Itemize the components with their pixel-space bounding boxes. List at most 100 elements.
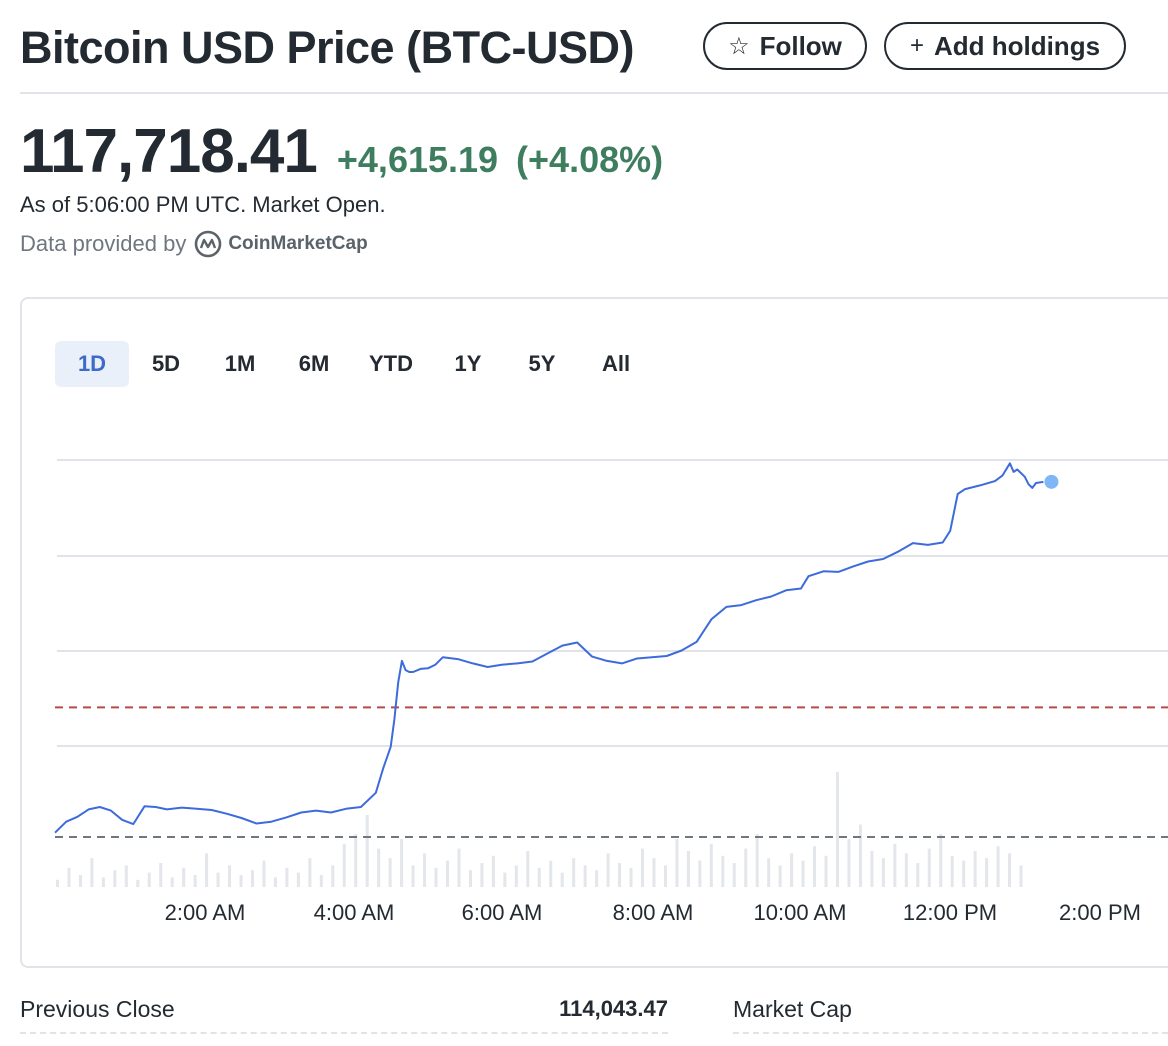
range-tab-1y[interactable]: 1Y (454, 351, 482, 376)
quote-header: Bitcoin USD Price (BTC-USD) ☆ Follow + A… (20, 18, 1168, 78)
volume-bar (778, 865, 782, 887)
volume-bar (790, 853, 794, 887)
price-row: 117,718.41 +4,615.19 (+4.08%) (20, 116, 663, 187)
volume-bar (744, 848, 748, 887)
volume-bar (686, 851, 690, 887)
volume-bar (193, 875, 197, 887)
volume-bar (549, 860, 553, 887)
plus-icon: + (909, 32, 924, 59)
coinmarketcap-logo[interactable]: CoinMarketCap (194, 230, 368, 258)
volume-bar (78, 875, 82, 887)
volume-bar (801, 860, 805, 887)
market-cap-label: Market Cap (733, 996, 852, 1022)
volume-bar (251, 870, 254, 887)
volume-bar (273, 877, 277, 887)
volume-bar (262, 860, 266, 887)
coinmarketcap-icon (195, 230, 222, 258)
volume-bar (423, 853, 427, 887)
volume-bar (996, 846, 1000, 887)
volume-bar (652, 858, 656, 887)
volume-bar (434, 867, 438, 887)
x-tick-label: 2:00 PM (1059, 900, 1141, 925)
range-tab-5y[interactable]: 5Y (528, 351, 556, 376)
x-tick-label: 12:00 PM (903, 900, 997, 925)
x-tick-label: 8:00 AM (613, 900, 694, 925)
volume-bar (583, 865, 587, 887)
volume-bar (331, 865, 335, 887)
volume-bar (159, 863, 163, 887)
volume-bar (101, 877, 105, 887)
volume-bar (457, 848, 461, 887)
volume-bar (641, 848, 644, 887)
add-holdings-button[interactable]: + Add holdings (884, 22, 1126, 70)
data-provider: Data provided by CoinMarketCap (20, 230, 368, 258)
volume-bar (468, 870, 472, 887)
star-icon: ☆ (728, 32, 750, 60)
chart-card: 1D 5D 1M 6M YTD 1Y 5Y All (20, 297, 1168, 968)
volume-bar (916, 863, 920, 887)
volume-bar (813, 846, 817, 887)
follow-label: Follow (759, 30, 842, 61)
volume-bar (67, 867, 71, 887)
market-timestamp: As of 5:06:00 PM UTC. Market Open. (20, 192, 386, 217)
volume-bar (939, 834, 943, 887)
volume-bar (319, 875, 323, 887)
volume-bar (962, 860, 966, 887)
range-tab-5d[interactable]: 5D (151, 351, 181, 376)
volume-bar (56, 879, 59, 887)
volume-bar (950, 855, 954, 887)
volume-bar (1008, 853, 1012, 887)
volume-bar (675, 839, 679, 887)
provider-name: CoinMarketCap (228, 233, 368, 254)
volume-bar (858, 824, 862, 887)
volume-bar (709, 843, 713, 887)
volume-bar (985, 858, 989, 887)
volume-bar (285, 867, 289, 887)
volume-bar (698, 860, 702, 887)
volume-bar (446, 860, 449, 887)
volume-bar (721, 855, 725, 887)
provider-prefix: Data provided by (20, 231, 187, 256)
volume-bar (296, 872, 300, 887)
volume-bar (124, 865, 128, 887)
volume-bar (113, 870, 117, 887)
volume-bar (537, 867, 541, 887)
volume-bar (411, 865, 415, 887)
volume-bar (870, 851, 874, 887)
range-selector: 1D 5D 1M 6M YTD 1Y 5Y All (55, 341, 653, 387)
volume-bar (147, 872, 151, 887)
volume-bar (629, 867, 633, 887)
volume-bar (308, 858, 312, 887)
volume-bar (732, 863, 736, 887)
volume-bar (847, 839, 851, 887)
range-tab-all[interactable]: All (601, 351, 631, 376)
previous-close-label: Previous Close (20, 996, 175, 1022)
volume-bar (927, 848, 931, 887)
stats-row: Previous Close 114,043.47 Market Cap (20, 996, 1168, 1034)
header-divider (20, 92, 1168, 94)
volume-bar (881, 858, 885, 887)
volume-bar (514, 865, 518, 887)
volume-bar (216, 872, 220, 887)
volume-bar (767, 858, 771, 887)
x-tick-label: 2:00 AM (165, 900, 246, 925)
volume-bar (526, 851, 530, 887)
range-tab-6m[interactable]: 6M (298, 351, 330, 376)
x-tick-label: 4:00 AM (314, 900, 395, 925)
volume-bar (572, 858, 576, 887)
stat-divider (20, 1032, 668, 1034)
volume-bar (503, 872, 507, 887)
price-change-percent: (+4.08%) (516, 139, 664, 180)
volume-bar (480, 863, 484, 887)
volume-bar (973, 851, 977, 887)
follow-button[interactable]: ☆ Follow (703, 22, 867, 70)
volume-bar (595, 870, 599, 887)
x-tick-label: 6:00 AM (462, 900, 543, 925)
volume-bar (205, 853, 209, 887)
range-tab-ytd[interactable]: YTD (369, 351, 413, 376)
range-tab-1m[interactable]: 1M (224, 351, 256, 376)
volume-bar (377, 848, 381, 887)
volume-bar (228, 865, 232, 887)
range-tab-1d[interactable]: 1D (55, 341, 129, 387)
